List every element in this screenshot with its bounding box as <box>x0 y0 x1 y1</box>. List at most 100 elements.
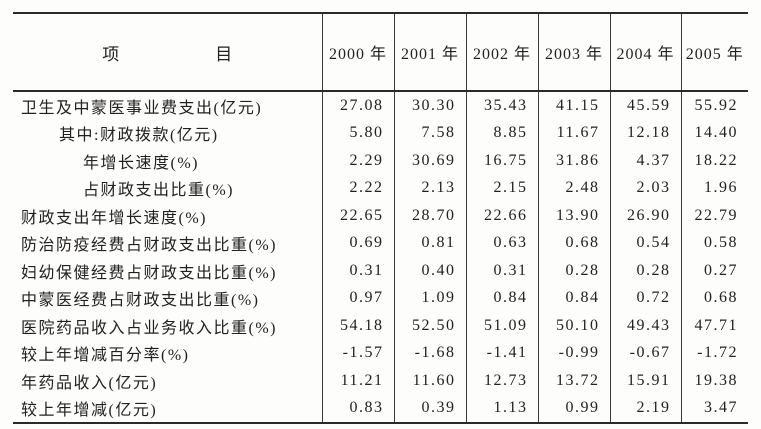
cell-value: 0.40 <box>393 257 466 285</box>
cell-value: 28.70 <box>393 202 466 230</box>
row-label: 较上年增减百分率(%) <box>21 347 190 365</box>
cell-value: 1.13 <box>465 394 538 423</box>
table-row: 年药品收入(亿元) 11.21 11.60 12.73 13.72 15.91 19.38 <box>13 367 748 395</box>
cell-value: 0.28 <box>537 257 610 285</box>
cell-value: 12.73 <box>465 367 538 395</box>
table-row: 财政支出年增长速度(%) 22.65 28.70 22.66 13.90 26.90 22.… <box>13 202 748 230</box>
cell-value: 3.47 <box>680 394 748 423</box>
cell-value: 22.66 <box>465 202 538 230</box>
row-label: 卫生及中蒙医事业费支出(亿元) <box>21 99 263 117</box>
cell-value: 1.96 <box>680 174 748 202</box>
cell-value: 8.85 <box>465 119 538 147</box>
cell-value: 27.08 <box>321 91 394 120</box>
cell-value: 0.83 <box>321 394 394 423</box>
cell-value: -0.99 <box>537 339 610 367</box>
row-label: 其中:财政拨款(亿元) <box>59 127 219 145</box>
row-label: 妇幼保健经费占财政支出比重(%) <box>21 264 277 282</box>
cell-value: -1.41 <box>465 339 538 367</box>
cell-value: -0.67 <box>609 339 681 367</box>
cell-value: 12.18 <box>609 119 681 147</box>
cell-value: 2.15 <box>465 174 538 202</box>
row-label: 年药品收入(亿元) <box>21 374 158 392</box>
row-label: 较上年增减(亿元) <box>21 402 158 420</box>
cell-value: 11.21 <box>321 367 394 395</box>
table-header-row: 项 目 2000 年 2001 年 2002 年 2003 年 2004 年 2005 年 <box>13 13 748 92</box>
cell-value: 16.75 <box>465 147 538 175</box>
cell-value: 1.09 <box>393 284 466 312</box>
cell-value: 0.68 <box>680 284 748 312</box>
table-row: 妇幼保健经费占财政支出比重(%) 0.31 0.40 0.31 0.28 0.28 0.27 <box>13 257 748 285</box>
cell-value: 2.22 <box>321 174 394 202</box>
cell-value: 35.43 <box>465 91 538 120</box>
item-column-header-text: 项 目 <box>13 40 322 65</box>
cell-value: 50.10 <box>537 312 610 340</box>
cell-value: 0.63 <box>465 229 538 257</box>
item-column-header: 项 目 <box>13 13 322 92</box>
table-row: 中蒙医经费占财政支出比重(%) 0.97 1.09 0.84 0.84 0.72 0.68 <box>13 284 748 312</box>
cell-value: 0.72 <box>609 284 681 312</box>
cell-value: 0.97 <box>321 284 394 312</box>
cell-value: 0.39 <box>393 394 466 423</box>
cell-value: 45.59 <box>609 91 681 120</box>
cell-value: 2.19 <box>609 394 681 423</box>
year-column-header: 2005 年 <box>680 13 748 92</box>
cell-value: 51.09 <box>465 312 538 340</box>
table-body: 卫生及中蒙医事业费支出(亿元) 27.08 30.30 35.43 41.15 45.59… <box>13 91 748 423</box>
row-label: 占财政支出比重(%) <box>83 182 234 200</box>
cell-value: 26.90 <box>609 202 681 230</box>
cell-value: 0.81 <box>393 229 466 257</box>
cell-value: 52.50 <box>393 312 466 340</box>
cell-value: 0.58 <box>680 229 748 257</box>
cell-value: 0.31 <box>465 257 538 285</box>
cell-value: 4.37 <box>609 147 681 175</box>
table-row: 较上年增减百分率(%) -1.57 -1.68 -1.41 -0.99 -0.67 -1.7… <box>13 339 748 367</box>
cell-value: 0.69 <box>321 229 394 257</box>
year-column-header: 2004 年 <box>609 13 681 92</box>
cell-value: 11.60 <box>393 367 466 395</box>
cell-value: -1.57 <box>321 339 394 367</box>
cell-value: 22.79 <box>680 202 748 230</box>
table-row: 防治防疫经费占财政支出比重(%) 0.69 0.81 0.63 0.68 0.54 0.58 <box>13 229 748 257</box>
table-row: 医院药品收入占业务收入比重(%) 54.18 52.50 51.09 50.10 49.4… <box>13 312 748 340</box>
cell-value: 2.03 <box>609 174 681 202</box>
cell-value: 31.86 <box>537 147 610 175</box>
cell-value: 30.69 <box>393 147 466 175</box>
table-row: 较上年增减(亿元) 0.83 0.39 1.13 0.99 2.19 3.47 <box>13 394 748 423</box>
cell-value: -1.68 <box>393 339 466 367</box>
year-column-header: 2001 年 <box>393 13 466 92</box>
row-label: 医院药品收入占业务收入比重(%) <box>21 319 277 337</box>
row-label: 防治防疫经费占财政支出比重(%) <box>21 237 277 255</box>
cell-value: 13.72 <box>537 367 610 395</box>
cell-value: 0.99 <box>537 394 610 423</box>
cell-value: 54.18 <box>321 312 394 340</box>
cell-value: 22.65 <box>321 202 394 230</box>
row-label: 中蒙医经费占财政支出比重(%) <box>21 292 260 310</box>
cell-value: 0.84 <box>537 284 610 312</box>
row-label: 年增长速度(%) <box>83 154 199 172</box>
cell-value: 15.91 <box>609 367 681 395</box>
cell-value: 47.71 <box>680 312 748 340</box>
cell-value: 30.30 <box>393 91 466 120</box>
cell-value: 2.48 <box>537 174 610 202</box>
cell-value: 5.80 <box>321 119 394 147</box>
cell-value: 41.15 <box>537 91 610 120</box>
year-column-header: 2000 年 <box>321 13 394 92</box>
year-column-header: 2003 年 <box>537 13 610 92</box>
cell-value: 13.90 <box>537 202 610 230</box>
cell-value: -1.72 <box>680 339 748 367</box>
row-label: 财政支出年增长速度(%) <box>21 209 207 227</box>
year-column-header: 2002 年 <box>465 13 538 92</box>
cell-value: 0.54 <box>609 229 681 257</box>
item-header-char-right: 目 <box>215 44 233 64</box>
cell-value: 49.43 <box>609 312 681 340</box>
cell-value: 14.40 <box>680 119 748 147</box>
cell-value: 7.58 <box>393 119 466 147</box>
item-header-char-left: 项 <box>102 44 120 64</box>
cell-value: 0.84 <box>465 284 538 312</box>
cell-value: 18.22 <box>680 147 748 175</box>
cell-value: 0.31 <box>321 257 394 285</box>
cell-value: 19.38 <box>680 367 748 395</box>
cell-value: 0.68 <box>537 229 610 257</box>
cell-value: 11.67 <box>537 119 610 147</box>
